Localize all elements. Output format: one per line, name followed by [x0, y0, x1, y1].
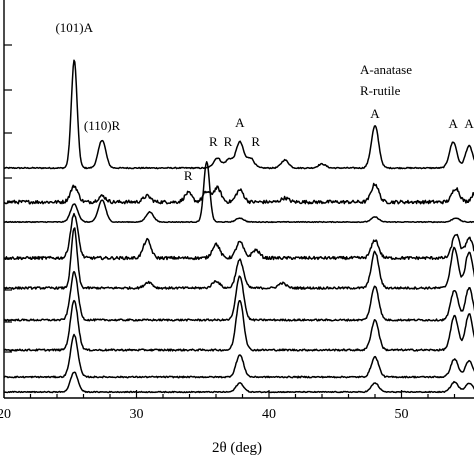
- y-ticks: [4, 44, 12, 353]
- x-tick-label-40: 40: [262, 407, 276, 422]
- peak-label-4: R: [209, 134, 218, 149]
- peak-label-2: (110)R: [84, 118, 121, 133]
- peak-labels: (101)A(110)RRRRARAAAR: [55, 20, 474, 183]
- xrd-pattern-3: [3, 161, 474, 224]
- xrd-pattern-7: [3, 299, 474, 352]
- xrd-pattern-1: [3, 59, 474, 170]
- x-ticks: 2030405060: [0, 390, 456, 422]
- x-tick-label-50: 50: [395, 407, 409, 422]
- xrd-pattern-8: [3, 333, 474, 379]
- legend-item-anatase: A-anatase: [360, 62, 412, 77]
- peak-label-10: A: [464, 116, 474, 131]
- peak-label-6: A: [235, 115, 245, 130]
- pattern-traces: [3, 59, 474, 394]
- xrd-pattern-2: [3, 182, 474, 205]
- peak-label-5: R: [224, 134, 233, 149]
- legend: A-anatase R-rutile: [360, 62, 412, 98]
- peak-label-3: R: [184, 168, 193, 183]
- xrd-pattern-6: [3, 270, 474, 322]
- x-tick-label-20: 20: [0, 407, 11, 422]
- peak-label-7: R: [251, 134, 260, 149]
- x-axis-label: 2θ (deg): [212, 440, 262, 456]
- legend-item-rutile: R-rutile: [360, 83, 401, 98]
- peak-label-9: A: [448, 116, 458, 131]
- xrd-pattern-9: [3, 371, 474, 394]
- xrd-pattern-5: [3, 227, 474, 290]
- peak-label-8: A: [370, 106, 380, 121]
- peak-label-1: (101)A: [55, 20, 93, 35]
- x-tick-label-30: 30: [130, 407, 144, 422]
- xrd-pattern-4: [3, 212, 474, 261]
